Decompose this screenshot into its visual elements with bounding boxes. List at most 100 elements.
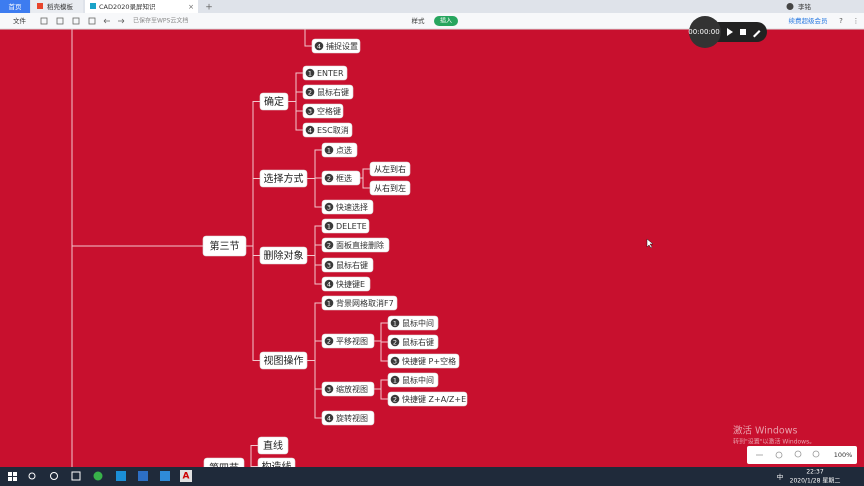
mind-node[interactable] [321, 199, 374, 215]
insert-label: 插入 [440, 17, 452, 25]
mind-node[interactable] [259, 92, 289, 111]
mind-node[interactable] [387, 334, 439, 350]
node-number: 1 [327, 300, 331, 308]
mind-node[interactable] [321, 257, 374, 273]
node-badge [324, 240, 334, 250]
mind-node[interactable] [321, 295, 398, 311]
mind-node[interactable] [369, 161, 411, 177]
play-button[interactable] [727, 28, 733, 36]
node-label: 框选 [336, 173, 352, 183]
mind-node[interactable] [259, 351, 308, 370]
save-status: 已保存至WPS云文档 [133, 17, 188, 25]
node-label: ESC取消 [317, 125, 349, 135]
file-menu[interactable]: 文件 [13, 16, 27, 25]
tab-home[interactable] [0, 0, 30, 13]
app-icon[interactable] [160, 471, 170, 481]
node-label: 鼠标右键 [317, 87, 349, 97]
mind-node[interactable] [302, 84, 354, 100]
connector [307, 178, 322, 208]
node-label: 捕捉设置 [326, 41, 358, 51]
connector [307, 360, 322, 419]
node-label: 选择方式 [264, 172, 304, 185]
start-button[interactable] [8, 472, 17, 481]
connector [307, 255, 322, 285]
node-number: 2 [393, 339, 397, 347]
mind-node[interactable] [321, 410, 375, 426]
ime-indicator[interactable]: 中 [777, 472, 784, 481]
mind-node[interactable] [321, 170, 361, 186]
mind-node[interactable] [321, 276, 371, 292]
mind-node[interactable] [202, 235, 247, 257]
mind-node[interactable] [259, 246, 308, 265]
node-label: 平移视图 [336, 336, 368, 346]
node-label: ENTER [317, 69, 344, 78]
mind-node[interactable] [302, 103, 344, 119]
more[interactable]: ⋮ [853, 17, 860, 25]
node-label: 背景网格取消F7 [336, 298, 394, 308]
mind-node[interactable] [369, 180, 411, 196]
mind-node[interactable] [302, 65, 348, 81]
mind-node[interactable] [321, 218, 370, 234]
node-label: 空格键 [317, 106, 341, 116]
mind-node[interactable] [387, 353, 460, 369]
tab-active[interactable] [85, 0, 198, 13]
node-number: 1 [308, 70, 312, 78]
node-number: 4 [327, 281, 331, 289]
mind-node[interactable] [321, 237, 390, 253]
task-view[interactable] [71, 471, 81, 481]
node-number: 2 [308, 89, 312, 97]
tab[interactable] [31, 0, 83, 13]
app-icon[interactable] [180, 470, 192, 482]
recorder-timer [689, 16, 721, 48]
mind-node[interactable] [311, 38, 361, 54]
stop-button[interactable] [740, 29, 746, 35]
mind-node[interactable] [387, 391, 468, 407]
vip-link[interactable]: 续费超级会员 [789, 16, 829, 25]
search[interactable] [28, 472, 36, 480]
node-badge [390, 375, 400, 385]
node-label: 第三节 [210, 240, 240, 253]
connector [71, 29, 312, 467]
app-icon[interactable] [116, 471, 126, 481]
node-number: 1 [327, 147, 331, 155]
node-badge [324, 413, 334, 423]
node-badge [390, 394, 400, 404]
watermark-title: 激活 Windows [733, 425, 797, 437]
tab-icon [90, 3, 96, 9]
node-badge [305, 87, 315, 97]
mind-node[interactable] [387, 315, 439, 331]
zoom-level[interactable]: 100% [834, 451, 853, 459]
node-label: 视图操作 [264, 354, 304, 367]
insert-button[interactable] [434, 16, 458, 26]
zoom-icons [756, 450, 820, 459]
app-icon[interactable] [138, 471, 148, 481]
mind-node[interactable] [259, 169, 308, 188]
watermark-subtitle: 转到"设置"以激活 Windows。 [733, 438, 815, 446]
pen-button[interactable] [753, 30, 761, 38]
node-number: 4 [327, 415, 331, 423]
cortana[interactable] [50, 472, 58, 480]
mind-node[interactable] [321, 381, 375, 397]
help[interactable]: ? [839, 17, 843, 25]
node-badge [324, 202, 334, 212]
node-label: 快捷键 P+空格 [402, 356, 456, 366]
avatar[interactable] [786, 3, 794, 10]
clock-date: 2020/1/28 星期二 [790, 477, 841, 485]
node-label: 鼠标右键 [402, 337, 434, 347]
node-number: 2 [327, 175, 331, 183]
style-tab[interactable]: 样式 [412, 16, 426, 25]
node-label: 直线 [263, 439, 283, 452]
node-label: 删除对象 [264, 249, 304, 262]
tab-label: 首页 [9, 2, 23, 11]
tab-close[interactable]: × [188, 3, 194, 11]
app-icon[interactable] [93, 471, 103, 481]
node-badge [314, 41, 324, 51]
mind-node[interactable] [257, 436, 289, 455]
mind-node[interactable] [302, 122, 353, 138]
new-tab[interactable]: + [205, 3, 213, 13]
mind-node[interactable] [387, 372, 439, 388]
node-badge [324, 221, 334, 231]
mind-node[interactable] [321, 333, 375, 349]
node-number: 1 [393, 320, 397, 328]
